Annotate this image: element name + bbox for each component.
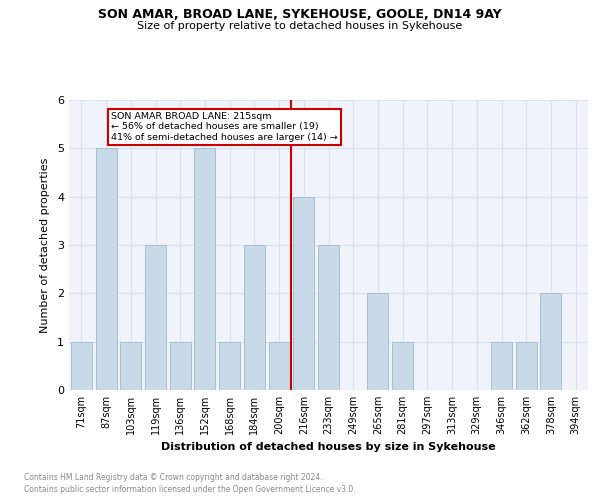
Bar (293, 196, 314, 390)
Text: Contains HM Land Registry data © Crown copyright and database right 2024.: Contains HM Land Registry data © Crown c… (24, 472, 323, 482)
Bar (491, 342, 512, 390)
Y-axis label: Number of detached properties: Number of detached properties (40, 158, 50, 332)
Bar (145, 245, 166, 390)
Bar (367, 294, 388, 390)
Text: SON AMAR BROAD LANE: 215sqm
← 56% of detached houses are smaller (19)
41% of sem: SON AMAR BROAD LANE: 215sqm ← 56% of det… (111, 112, 338, 142)
Text: Contains public sector information licensed under the Open Government Licence v3: Contains public sector information licen… (24, 485, 356, 494)
Bar (194, 148, 215, 390)
Bar (120, 342, 141, 390)
Bar (71, 342, 92, 390)
Bar (269, 342, 290, 390)
Text: Distribution of detached houses by size in Sykehouse: Distribution of detached houses by size … (161, 442, 496, 452)
Bar (318, 245, 339, 390)
Bar (219, 342, 240, 390)
Bar (541, 294, 562, 390)
Bar (244, 245, 265, 390)
Text: Size of property relative to detached houses in Sykehouse: Size of property relative to detached ho… (137, 21, 463, 31)
Bar (392, 342, 413, 390)
Bar (170, 342, 191, 390)
Bar (95, 148, 116, 390)
Text: SON AMAR, BROAD LANE, SYKEHOUSE, GOOLE, DN14 9AY: SON AMAR, BROAD LANE, SYKEHOUSE, GOOLE, … (98, 8, 502, 20)
Bar (516, 342, 537, 390)
